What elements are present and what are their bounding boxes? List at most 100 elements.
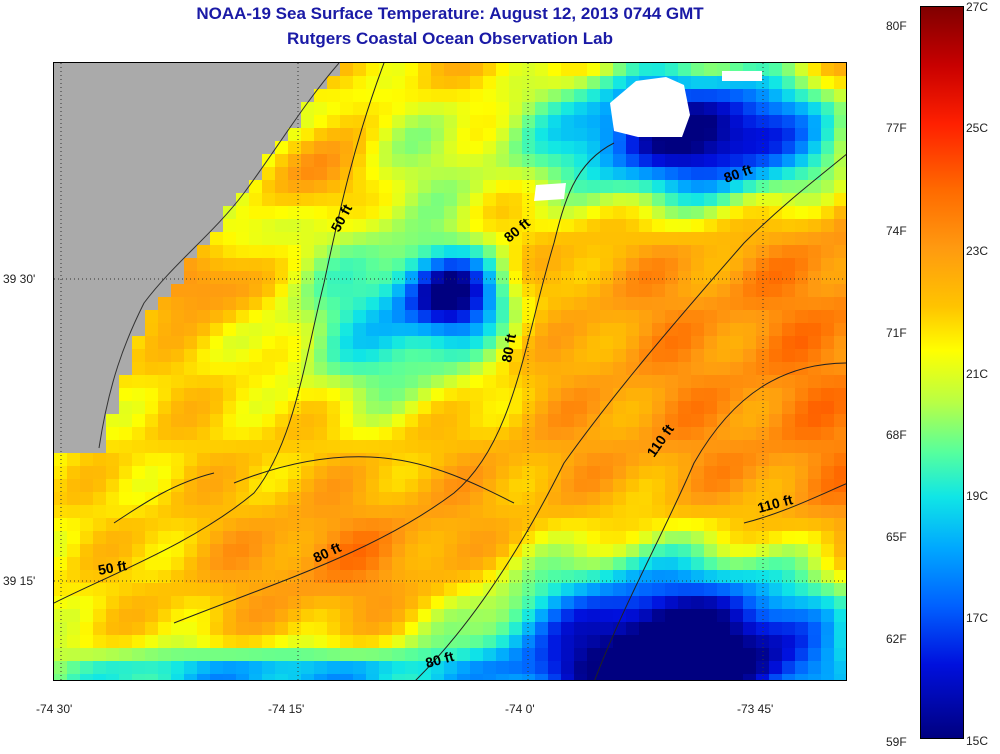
sst-cell	[522, 557, 536, 571]
sst-cell	[470, 453, 484, 467]
sst-cell	[665, 557, 679, 571]
sst-cell	[691, 557, 705, 571]
sst-cell	[574, 349, 588, 363]
cloud-mask	[722, 71, 762, 81]
sst-cell	[145, 388, 159, 402]
sst-cell	[639, 167, 653, 181]
sst-cell	[782, 596, 796, 610]
sst-cell	[327, 245, 341, 259]
sst-cell	[574, 310, 588, 324]
sst-cell	[626, 375, 640, 389]
sst-cell	[366, 505, 380, 519]
sst-cell	[444, 362, 458, 376]
sst-cell	[691, 167, 705, 181]
sst-cell	[353, 141, 367, 155]
sst-cell	[444, 388, 458, 402]
sst-cell	[275, 661, 289, 675]
sst-cell	[665, 531, 679, 545]
sst-cell	[626, 453, 640, 467]
sst-cell	[743, 258, 757, 272]
sst-cell	[392, 609, 406, 623]
sst-cell	[782, 570, 796, 584]
sst-cell	[652, 609, 666, 623]
sst-cell	[197, 414, 211, 428]
sst-cell	[626, 154, 640, 168]
sst-cell	[587, 154, 601, 168]
sst-cell	[288, 674, 302, 680]
sst-cell	[691, 544, 705, 558]
sst-cell	[743, 128, 757, 142]
sst-cell	[704, 492, 718, 506]
sst-cell	[808, 492, 822, 506]
sst-cell	[275, 427, 289, 441]
sst-cell	[626, 362, 640, 376]
sst-cell	[691, 401, 705, 415]
sst-cell	[184, 375, 198, 389]
sst-cell	[561, 531, 575, 545]
sst-cell	[743, 583, 757, 597]
sst-cell	[704, 414, 718, 428]
sst-cell	[54, 440, 68, 454]
sst-cell	[93, 427, 107, 441]
sst-cell	[314, 661, 328, 675]
sst-cell	[119, 63, 133, 77]
sst-cell	[327, 388, 341, 402]
sst-cell	[418, 219, 432, 233]
sst-cell	[67, 674, 81, 680]
sst-cell	[353, 518, 367, 532]
sst-cell	[392, 362, 406, 376]
sst-cell	[795, 583, 809, 597]
sst-cell	[249, 323, 263, 337]
sst-cell	[184, 115, 198, 129]
sst-cell	[392, 310, 406, 324]
sst-cell	[587, 206, 601, 220]
sst-cell	[691, 89, 705, 103]
sst-cell	[704, 297, 718, 311]
sst-cell	[210, 622, 224, 636]
sst-cell	[366, 414, 380, 428]
sst-cell	[717, 232, 731, 246]
sst-cell	[535, 258, 549, 272]
sst-cell	[743, 648, 757, 662]
sst-cell	[145, 661, 159, 675]
sst-cell	[132, 583, 146, 597]
sst-cell	[470, 154, 484, 168]
sst-cell	[158, 674, 172, 680]
sst-cell	[730, 440, 744, 454]
sst-cell	[704, 583, 718, 597]
sst-cell	[119, 297, 133, 311]
sst-cell	[249, 115, 263, 129]
sst-cell	[795, 219, 809, 233]
sst-cell	[496, 609, 510, 623]
sst-cell	[548, 154, 562, 168]
sst-cell	[119, 453, 133, 467]
cloud-mask	[534, 183, 566, 201]
sst-cell	[470, 648, 484, 662]
sst-cell	[54, 63, 68, 77]
sst-cell	[288, 167, 302, 181]
sst-cell	[353, 414, 367, 428]
sst-cell	[457, 206, 471, 220]
sst-cell	[431, 154, 445, 168]
sst-cell	[327, 557, 341, 571]
sst-cell	[743, 466, 757, 480]
sst-cell	[67, 297, 81, 311]
sst-cell	[327, 167, 341, 181]
sst-cell	[730, 674, 744, 680]
sst-cell	[67, 219, 81, 233]
sst-cell	[821, 401, 835, 415]
sst-cell	[67, 531, 81, 545]
sst-cell	[834, 336, 846, 350]
sst-cell	[314, 180, 328, 194]
sst-cell	[132, 440, 146, 454]
sst-cell	[470, 89, 484, 103]
sst-cell	[223, 648, 237, 662]
sst-cell	[67, 401, 81, 415]
sst-cell	[691, 102, 705, 116]
sst-cell	[67, 336, 81, 350]
sst-cell	[106, 544, 120, 558]
sst-cell	[54, 518, 68, 532]
sst-cell	[743, 89, 757, 103]
sst-cell	[652, 427, 666, 441]
sst-cell	[470, 635, 484, 649]
